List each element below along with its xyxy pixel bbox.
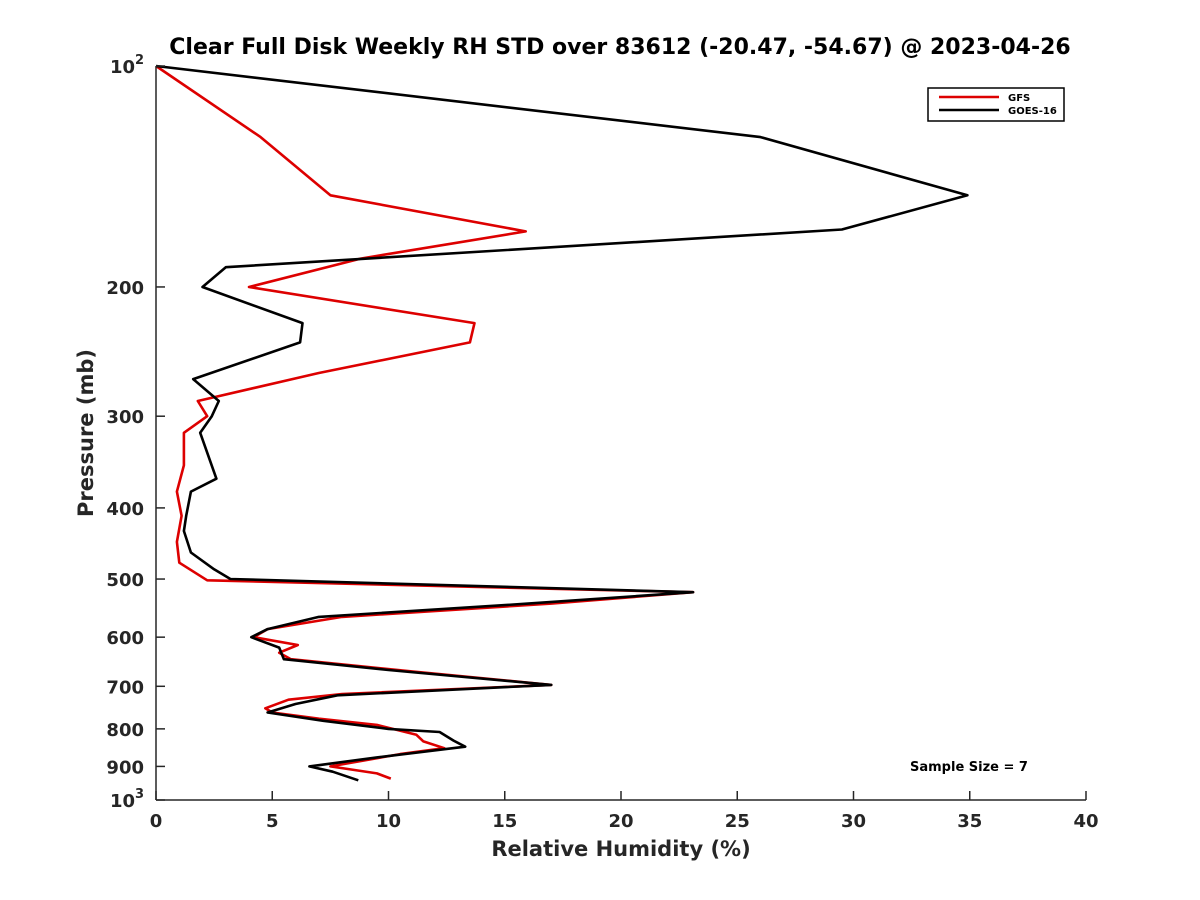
x-tick-label: 10 <box>376 811 401 832</box>
chart-title: Clear Full Disk Weekly RH STD over 83612… <box>169 35 1070 60</box>
x-axis-label: Relative Humidity (%) <box>491 837 750 861</box>
y-tick-label: 400 <box>106 499 144 520</box>
y-tick-label: 900 <box>106 757 144 778</box>
y-tick-label: 600 <box>106 628 144 649</box>
x-tick-label: 30 <box>841 811 866 832</box>
y-tick-label: 800 <box>106 720 144 741</box>
y-tick-label: 700 <box>106 677 144 698</box>
y-tick-label: 500 <box>106 570 144 591</box>
x-tick-label: 40 <box>1073 811 1098 832</box>
y-tick-label: 300 <box>106 407 144 428</box>
x-tick-label: 35 <box>957 811 982 832</box>
plot-lines <box>155 64 969 782</box>
x-ticks: 0 5 10 15 20 25 30 35 40 <box>150 791 1099 832</box>
legend: GFS GOES-16 <box>927 87 1065 122</box>
y-axis-label: Pressure (mb) <box>74 349 98 517</box>
y-tick-exponent: 2 <box>135 53 144 68</box>
y-tick-label: 10 <box>110 791 135 812</box>
x-tick-label: 15 <box>492 811 517 832</box>
series-line-goes16 <box>155 64 969 782</box>
y-tick-label: 10 <box>110 57 135 78</box>
y-tick-label: 200 <box>106 278 144 299</box>
x-tick-label: 20 <box>608 811 633 832</box>
y-tick-exponent: 3 <box>135 787 144 802</box>
legend-label-gfs: GFS <box>1008 93 1030 104</box>
legend-box <box>927 87 1065 122</box>
legend-label-goes16: GOES-16 <box>1008 106 1057 117</box>
x-tick-label: 0 <box>150 811 163 832</box>
x-tick-label: 25 <box>725 811 750 832</box>
x-tick-label: 5 <box>266 811 279 832</box>
sample-size-annotation: Sample Size = 7 <box>910 760 1028 775</box>
